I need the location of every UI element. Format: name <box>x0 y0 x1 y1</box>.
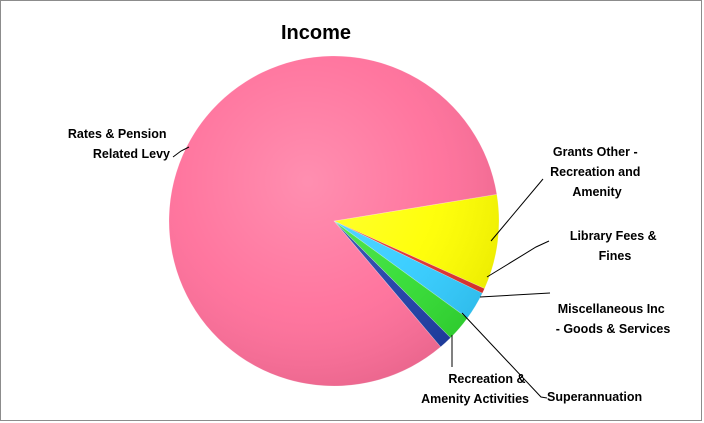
label-miscellaneous: Miscellaneous Inc - Goods & Services <box>556 302 671 336</box>
leader-misc <box>479 292 551 298</box>
leader-rates <box>172 146 190 158</box>
label-grants-other: Grants Other - Recreation and Amenity <box>550 145 644 199</box>
label-rates-pension: Rates & Pension Related Levy <box>68 127 170 161</box>
label-recreation-activities: Recreation & Amenity Activities <box>421 372 529 406</box>
label-superannuation: Superannuation <box>547 390 642 404</box>
leader-grants <box>490 178 544 242</box>
pie-slices <box>168 55 500 387</box>
leader-library <box>486 240 550 278</box>
leader-superannuation <box>461 312 548 399</box>
label-library-fees: Library Fees & Fines <box>570 229 660 263</box>
chart-title: Income <box>281 22 351 44</box>
